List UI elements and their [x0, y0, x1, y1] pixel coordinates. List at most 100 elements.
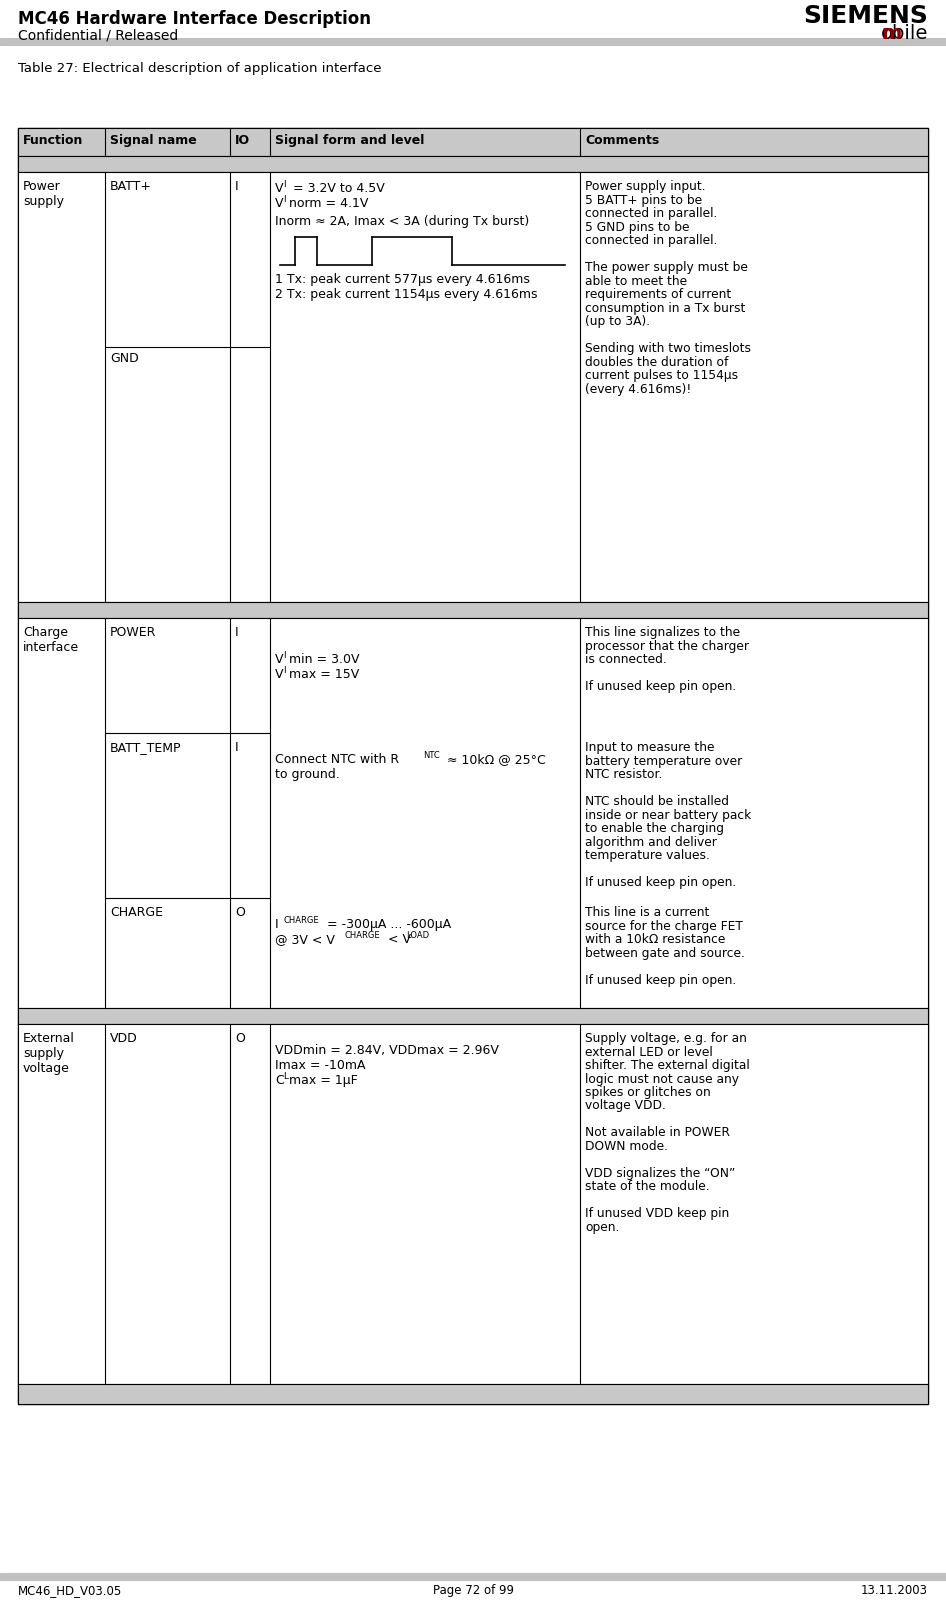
Text: open.: open. — [585, 1222, 620, 1235]
Text: norm = 4.1V: norm = 4.1V — [289, 197, 368, 210]
Text: < V: < V — [384, 934, 411, 947]
Text: LOAD: LOAD — [406, 930, 429, 940]
Text: to ground.: to ground. — [275, 769, 340, 781]
Bar — [18, 155, 928, 172]
Text: Power supply input.: Power supply input. — [585, 180, 706, 193]
Bar — [18, 618, 928, 1008]
Text: CHARGE: CHARGE — [110, 906, 163, 919]
Text: connected in parallel.: connected in parallel. — [585, 207, 717, 220]
Text: able to meet the: able to meet the — [585, 275, 687, 288]
Text: V: V — [275, 197, 284, 210]
Text: ≈ 10kΩ @ 25°C: ≈ 10kΩ @ 25°C — [443, 752, 546, 765]
Bar — [18, 602, 928, 618]
Text: Input to measure the: Input to measure the — [585, 741, 714, 754]
Text: Not available in POWER: Not available in POWER — [585, 1126, 730, 1139]
Bar — [18, 128, 928, 155]
Text: source for the charge FET: source for the charge FET — [585, 919, 743, 932]
Text: with a 10kΩ resistance: with a 10kΩ resistance — [585, 934, 726, 947]
Text: consumption in a Tx burst: consumption in a Tx burst — [585, 301, 745, 314]
Text: Page 72 of 99: Page 72 of 99 — [432, 1584, 514, 1597]
Text: CHARGE: CHARGE — [283, 916, 319, 925]
Text: VDDmin = 2.84V, VDDmax = 2.96V: VDDmin = 2.84V, VDDmax = 2.96V — [275, 1044, 499, 1057]
Text: Table 27: Electrical description of application interface: Table 27: Electrical description of appl… — [18, 61, 381, 74]
Text: External
supply
voltage: External supply voltage — [23, 1032, 75, 1074]
Text: 1 Tx: peak current 577μs every 4.616ms: 1 Tx: peak current 577μs every 4.616ms — [275, 273, 530, 286]
Text: processor that the charger: processor that the charger — [585, 639, 749, 652]
Text: O: O — [235, 906, 245, 919]
Text: Inorm ≈ 2A, Imax < 3A (during Tx burst): Inorm ≈ 2A, Imax < 3A (during Tx burst) — [275, 215, 529, 228]
Text: inside or near battery pack: inside or near battery pack — [585, 809, 751, 822]
Bar — [0, 37, 946, 45]
Text: current pulses to 1154μs: current pulses to 1154μs — [585, 369, 738, 382]
Text: requirements of current: requirements of current — [585, 288, 731, 301]
Text: SIEMENS: SIEMENS — [803, 3, 928, 28]
Text: MC46 Hardware Interface Description: MC46 Hardware Interface Description — [18, 10, 371, 28]
Text: temperature values.: temperature values. — [585, 849, 710, 862]
Text: algorithm and deliver: algorithm and deliver — [585, 835, 717, 848]
Bar — [18, 1383, 928, 1404]
Bar — [0, 1573, 946, 1581]
Text: 5 BATT+ pins to be: 5 BATT+ pins to be — [585, 194, 702, 207]
Text: L: L — [283, 1073, 288, 1081]
Text: BATT_TEMP: BATT_TEMP — [110, 741, 182, 754]
Text: max = 1μF: max = 1μF — [289, 1074, 358, 1087]
Text: V: V — [275, 668, 284, 681]
Text: IO: IO — [235, 134, 250, 147]
Text: POWER: POWER — [110, 626, 156, 639]
Text: V: V — [275, 181, 284, 196]
Text: = 3.2V to 4.5V: = 3.2V to 4.5V — [289, 181, 385, 196]
Text: between gate and source.: between gate and source. — [585, 947, 745, 959]
Text: VDD signalizes the “ON”: VDD signalizes the “ON” — [585, 1167, 735, 1180]
Bar — [18, 1008, 928, 1024]
Text: Comments: Comments — [585, 134, 659, 147]
Text: BATT+: BATT+ — [110, 180, 152, 193]
Text: shifter. The external digital: shifter. The external digital — [585, 1060, 750, 1073]
Text: GND: GND — [110, 353, 139, 366]
Text: Confidential / Released: Confidential / Released — [18, 28, 178, 42]
Text: Supply voltage, e.g. for an: Supply voltage, e.g. for an — [585, 1032, 747, 1045]
Bar — [18, 1024, 928, 1383]
Text: Sending with two timeslots: Sending with two timeslots — [585, 341, 751, 354]
Text: max = 15V: max = 15V — [289, 668, 359, 681]
Text: O: O — [235, 1032, 245, 1045]
Text: MC46_HD_V03.05: MC46_HD_V03.05 — [18, 1584, 122, 1597]
Text: 13.11.2003: 13.11.2003 — [861, 1584, 928, 1597]
Bar — [18, 172, 928, 602]
Text: battery temperature over: battery temperature over — [585, 754, 743, 767]
Text: (up to 3A).: (up to 3A). — [585, 316, 650, 328]
Text: = -300μA ... -600μA: = -300μA ... -600μA — [323, 917, 451, 930]
Text: to enable the charging: to enable the charging — [585, 822, 724, 835]
Text: logic must not cause any: logic must not cause any — [585, 1073, 739, 1086]
Text: I: I — [275, 917, 279, 930]
Text: obile: obile — [881, 24, 928, 44]
Text: 5 GND pins to be: 5 GND pins to be — [585, 220, 690, 233]
Text: NTC resistor.: NTC resistor. — [585, 769, 662, 781]
Text: state of the module.: state of the module. — [585, 1181, 710, 1194]
Text: I: I — [284, 180, 286, 189]
Text: voltage VDD.: voltage VDD. — [585, 1100, 666, 1113]
Text: If unused VDD keep pin: If unused VDD keep pin — [585, 1207, 729, 1220]
Text: I: I — [235, 626, 238, 639]
Text: If unused keep pin open.: If unused keep pin open. — [585, 875, 736, 888]
Text: @ 3V < V: @ 3V < V — [275, 934, 335, 947]
Text: m: m — [881, 24, 902, 44]
Text: Charge
interface: Charge interface — [23, 626, 79, 654]
Text: This line signalizes to the: This line signalizes to the — [585, 626, 740, 639]
Text: NTC should be installed: NTC should be installed — [585, 794, 729, 807]
Text: Imax = -10mA: Imax = -10mA — [275, 1060, 365, 1073]
Text: V: V — [275, 654, 284, 667]
Text: C: C — [275, 1074, 284, 1087]
Text: 2 Tx: peak current 1154μs every 4.616ms: 2 Tx: peak current 1154μs every 4.616ms — [275, 288, 537, 301]
Text: min = 3.0V: min = 3.0V — [289, 654, 359, 667]
Text: external LED or level: external LED or level — [585, 1045, 712, 1058]
Text: DOWN mode.: DOWN mode. — [585, 1141, 668, 1154]
Bar — [18, 128, 928, 1404]
Text: doubles the duration of: doubles the duration of — [585, 356, 728, 369]
Text: If unused keep pin open.: If unused keep pin open. — [585, 680, 736, 693]
Text: is connected.: is connected. — [585, 654, 667, 667]
Text: spikes or glitches on: spikes or glitches on — [585, 1086, 710, 1099]
Text: I: I — [284, 650, 286, 660]
Text: VDD: VDD — [110, 1032, 138, 1045]
Text: I: I — [284, 667, 286, 675]
Text: Connect NTC with R: Connect NTC with R — [275, 752, 399, 765]
